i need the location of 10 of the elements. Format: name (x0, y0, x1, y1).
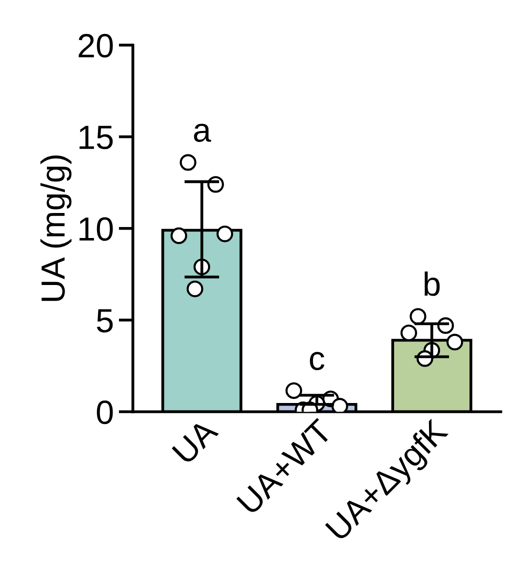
y-tick-label: 10 (80, 217, 113, 241)
y-axis-title: UA (mg/g) (40, 155, 72, 301)
y-tick-label: 0 (96, 400, 113, 424)
annotation: a (194, 124, 212, 142)
x-tick-label: UA (172, 417, 220, 465)
y-tick-label: 15 (80, 126, 113, 150)
annotation: b (424, 271, 440, 296)
annotation: c (310, 352, 324, 370)
y-tick-label: 20 (78, 34, 113, 58)
y-tick-label: 5 (96, 309, 113, 332)
